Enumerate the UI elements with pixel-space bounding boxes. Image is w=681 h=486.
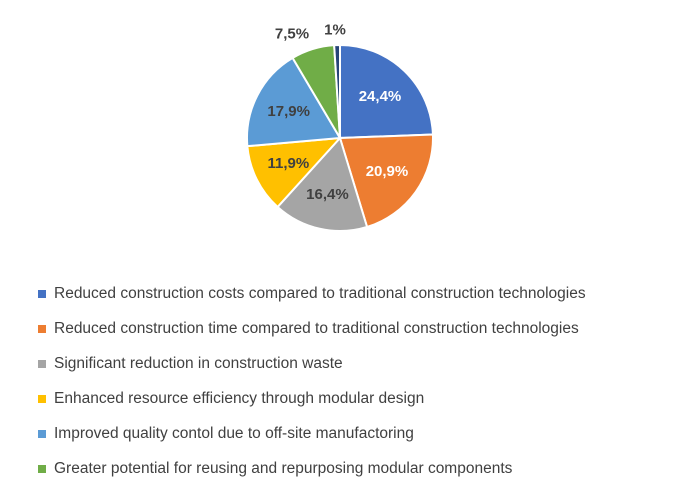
data-label-4: 11,9% xyxy=(268,155,310,172)
pie-slices xyxy=(246,43,434,232)
data-label-6: 7,5% xyxy=(275,26,309,43)
legend-label: Improved quality contol due to off-site … xyxy=(54,424,414,442)
pie-slice-1 xyxy=(339,43,434,140)
legend-label: Greater potential for reusing and repurp… xyxy=(54,459,513,477)
legend-label: Significant reduction in construction wa… xyxy=(54,354,343,372)
data-label-1: 24,4% xyxy=(359,88,402,105)
legend-swatch xyxy=(38,394,46,403)
legend-item-1: Reduced construction costs compared to t… xyxy=(38,276,586,311)
pie-slice-3 xyxy=(276,136,369,232)
legend: Reduced construction costs compared to t… xyxy=(38,276,586,486)
legend-label: Reduced construction costs compared to t… xyxy=(54,284,586,302)
legend-item-6: Greater potential for reusing and repurp… xyxy=(38,451,586,486)
legend-swatch xyxy=(38,324,46,333)
data-label-5: 17,9% xyxy=(267,103,310,120)
legend-swatch xyxy=(38,464,46,473)
data-label-7: 1% xyxy=(324,22,346,39)
legend-label: Reduced construction time compared to tr… xyxy=(54,319,579,337)
legend-swatch xyxy=(38,359,46,368)
legend-item-2: Reduced construction time compared to tr… xyxy=(38,311,586,346)
legend-item-5: Improved quality contol due to off-site … xyxy=(38,416,586,451)
data-label-3: 16,4% xyxy=(306,186,349,203)
pie-slice-2 xyxy=(338,133,434,229)
legend-item-3: Significant reduction in construction wa… xyxy=(38,346,586,381)
pie-slice-5 xyxy=(246,56,342,148)
pie-chart: 24,4% 20,9% 16,4% 11,9% 17,9% 7,5% 1% xyxy=(246,22,434,232)
legend-item-4: Enhanced resource efficiency through mod… xyxy=(38,381,586,416)
data-label-2: 20,9% xyxy=(366,163,409,180)
legend-swatch xyxy=(38,289,46,298)
pie-slice-4 xyxy=(246,136,343,209)
pie-data-labels: 24,4% 20,9% 16,4% 11,9% 17,9% 7,5% 1% xyxy=(267,22,408,203)
legend-swatch xyxy=(38,429,46,438)
pie-slice-7 xyxy=(333,43,341,139)
legend-label: Enhanced resource efficiency through mod… xyxy=(54,389,425,407)
